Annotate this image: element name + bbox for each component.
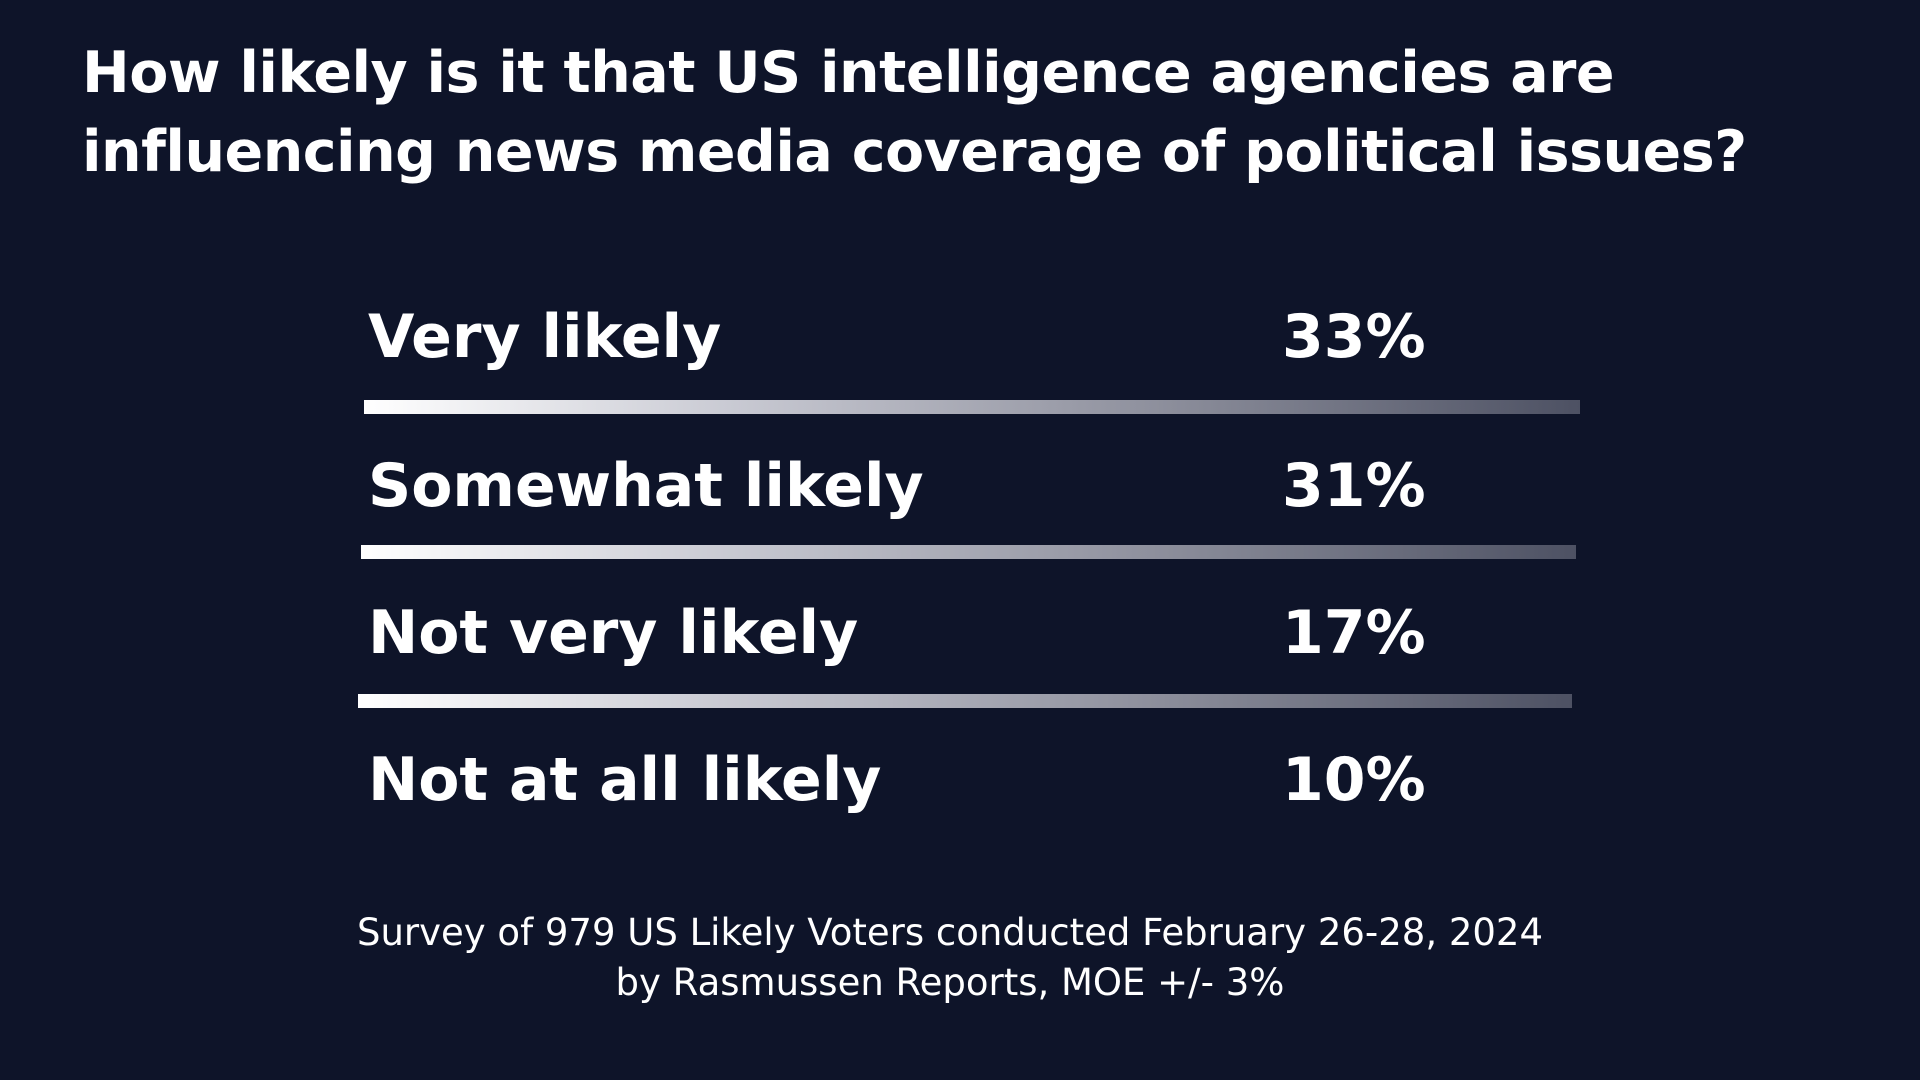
row-value: 17% <box>1282 598 1426 668</box>
divider <box>364 400 1580 414</box>
divider <box>358 694 1572 708</box>
footnote-line: Survey of 979 US Likely Voters conducted… <box>356 911 1544 954</box>
row-label: Not at all likely <box>368 745 882 815</box>
row-label: Somewhat likely <box>368 451 924 521</box>
chart-title: How likely is it that US intelligence ag… <box>82 40 1747 185</box>
row-value: 33% <box>1282 302 1426 372</box>
row-value: 10% <box>1282 745 1426 815</box>
row-label: Very likely <box>368 302 722 372</box>
footnote-line: by Rasmussen Reports, MOE +/- 3% <box>615 961 1285 1004</box>
row-value: 31% <box>1282 451 1426 521</box>
survey-footnote: Survey of 979 US Likely Voters conducted… <box>0 908 1900 1008</box>
divider <box>361 545 1576 559</box>
row-label: Not very likely <box>368 598 859 668</box>
